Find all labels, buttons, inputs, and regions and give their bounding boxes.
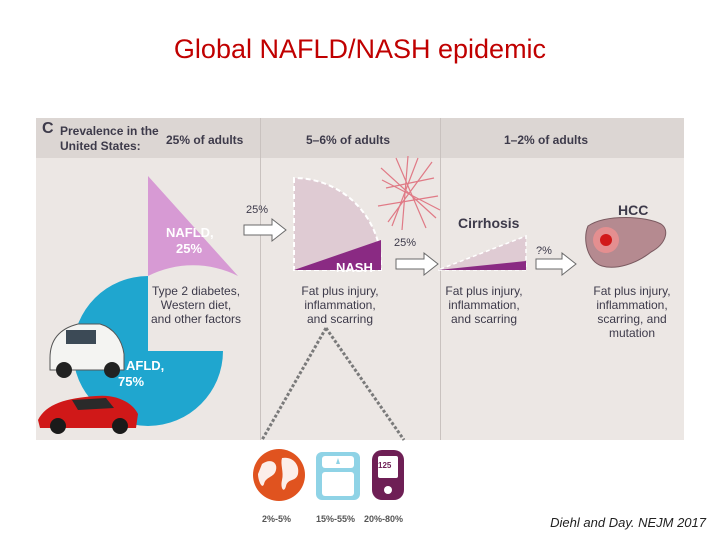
nafl-pie-chart xyxy=(38,155,667,434)
slide-title: Global NAFLD/NASH epidemic xyxy=(173,34,547,64)
col3-header: 1–2% of adults xyxy=(504,133,589,147)
column-divider xyxy=(260,118,261,440)
factors-line3: and other factors xyxy=(150,312,242,326)
nafld-25-label-line2: 25% xyxy=(176,241,203,256)
nash-desc-line2: inflammation, xyxy=(304,298,376,312)
glucometer-stat: 20%-80% xyxy=(364,514,404,524)
fibrosis-illustration xyxy=(377,155,441,231)
cirrhosis-desc-line1: Fat plus injury, xyxy=(445,284,523,298)
panel-letter: C xyxy=(42,120,54,137)
citation: Diehl and Day. NEJM 2017 xyxy=(550,515,706,530)
col1-header: 25% of adults xyxy=(166,133,244,147)
column-divider xyxy=(440,118,441,440)
nafl-75-slice xyxy=(73,276,223,426)
hcc-desc-line4: mutation xyxy=(608,326,656,340)
nash-quarter-outline xyxy=(293,176,383,271)
nash-desc-line1: Fat plus injury, xyxy=(301,284,379,298)
arrow3-percentage: ?% xyxy=(536,245,552,257)
arrow-to-hcc xyxy=(535,251,577,277)
cirrhosis-desc-line3: and scarring xyxy=(450,312,518,326)
hcc-label: HCC xyxy=(618,202,649,218)
white-car-icon xyxy=(49,323,125,378)
prevalence-figure: C Prevalence in the United States: 25% o… xyxy=(36,118,684,440)
globe-icon xyxy=(253,449,305,501)
scale-stat: 15%-55% xyxy=(316,514,356,524)
glucometer-icon xyxy=(372,450,404,500)
nash-desc-line3: and scarring xyxy=(306,312,374,326)
tumor-icon xyxy=(600,234,612,246)
nash-slice xyxy=(294,240,381,270)
hcc-desc-line1: Fat plus injury, xyxy=(593,284,671,298)
nafld-25-slice xyxy=(148,176,238,276)
prevalence-label-line1: Prevalence in the xyxy=(60,124,159,138)
nafl-75-label-line2: 75% xyxy=(118,374,145,389)
cirrhosis-desc-line2: inflammation, xyxy=(448,298,520,312)
arrow2-percentage: 25% xyxy=(394,237,417,249)
col2-header: 5–6% of adults xyxy=(306,133,391,147)
prevalence-label-line2: United States: xyxy=(60,139,141,153)
factors-line2: Western diet, xyxy=(160,298,232,312)
nafld-25-label-line1: NAFLD, xyxy=(166,225,214,240)
arrow-to-cirrhosis xyxy=(395,251,439,277)
nash-label: NASH xyxy=(336,260,373,275)
red-car-icon xyxy=(38,395,138,434)
globe-stat: 2%-5% xyxy=(262,514,292,524)
arrow1-percentage: 25% xyxy=(246,204,269,216)
cirrhosis-label: Cirrhosis xyxy=(458,215,520,231)
glucometer-screen-value: 125 xyxy=(378,461,392,470)
weight-scale-icon xyxy=(316,452,360,500)
hcc-desc-line2: inflammation, xyxy=(596,298,668,312)
nafl-75-label-line1: AFLD, xyxy=(126,358,165,373)
hcc-desc-line3: scarring, and xyxy=(597,312,667,326)
factors-line1: Type 2 diabetes, xyxy=(151,284,241,298)
prevalence-header xyxy=(36,118,684,158)
cirrhosis-slice xyxy=(438,261,526,270)
arrow-to-nash xyxy=(243,217,287,243)
